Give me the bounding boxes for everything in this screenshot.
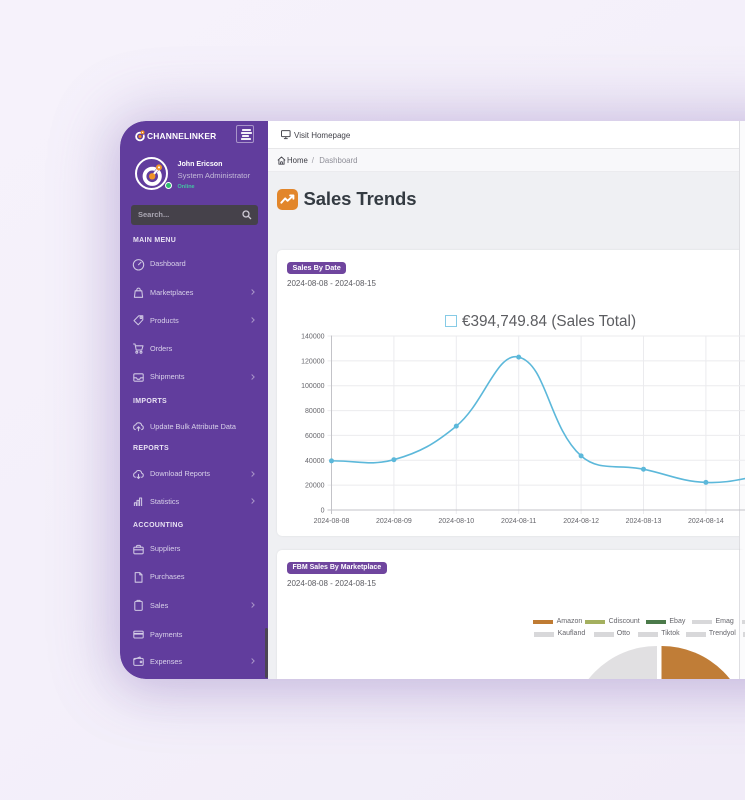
svg-text:2024-08-11: 2024-08-11 [501,518,536,525]
svg-text:20000: 20000 [305,483,325,490]
svg-text:140000: 140000 [301,334,324,341]
svg-text:2024-08-10: 2024-08-10 [438,518,474,525]
svg-text:100000: 100000 [301,383,324,390]
svg-text:80000: 80000 [305,408,325,415]
svg-text:0: 0 [321,508,325,515]
svg-text:2024-08-12: 2024-08-12 [563,518,599,525]
svg-text:2024-08-14: 2024-08-14 [688,518,724,525]
svg-text:40000: 40000 [305,458,325,465]
svg-text:2024-08-08: 2024-08-08 [314,518,350,525]
svg-text:120000: 120000 [301,358,324,365]
svg-text:2024-08-13: 2024-08-13 [626,518,662,525]
svg-text:2024-08-09: 2024-08-09 [376,518,412,525]
svg-text:60000: 60000 [305,433,325,440]
